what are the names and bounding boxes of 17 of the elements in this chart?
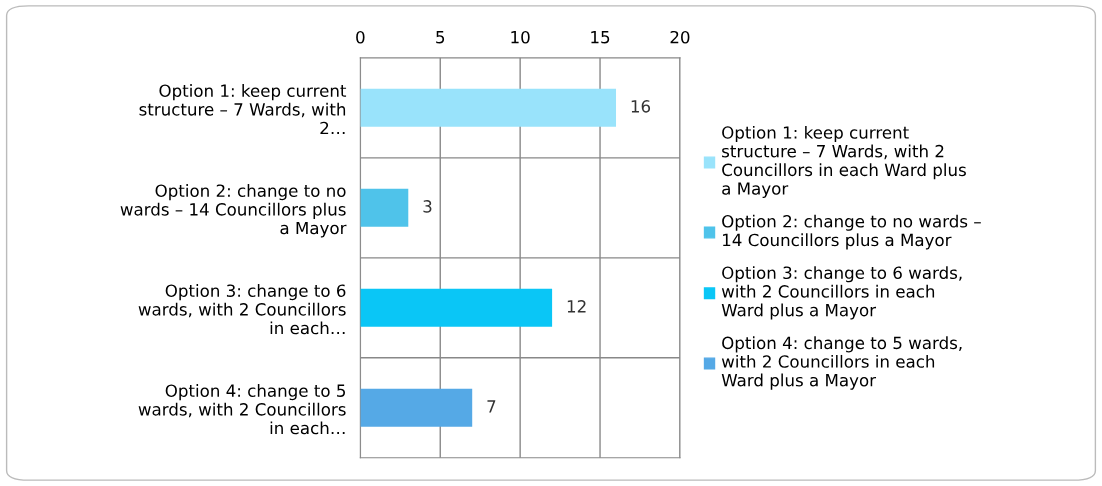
y-tick-label: Option 2: change to no wards – 14 Councillors plus a Mayor [120, 184, 347, 238]
data-label: 16 [631, 100, 651, 113]
data-label: 3 [423, 200, 432, 213]
y-tick-label: Option 4: change to 5 wards, with 2 Councillors in each… [138, 384, 346, 435]
x-tick-label: 5 [436, 31, 445, 44]
data-label: 12 [567, 300, 586, 313]
x-tick-label: 0 [356, 30, 365, 44]
x-tick-label: 10 [511, 30, 530, 44]
data-label: 7 [487, 400, 496, 413]
y-tick-label: Option 1: keep current structure – 7 Wards, with 2… [139, 84, 347, 135]
legend-label: Option 1: keep current structure – 7 Wards, with 2 Councillors in each Ward plus a Mayor [722, 125, 966, 199]
x-tick-label: 20 [670, 30, 690, 44]
y-tick-label: Option 3: change to 6 wards, with 2 Councillors in each… [138, 284, 346, 335]
x-tick-label: 15 [591, 31, 610, 44]
legend-label: Option 4: change to 5 wards, with 2 Councillors in each Ward plus a Mayor [721, 336, 962, 390]
legend-label: Option 3: change to 6 wards, with 2 Councillors in each Ward plus a Mayor [721, 266, 962, 320]
legend-label: Option 2: change to no wards – 14 Councillors plus a Mayor [722, 214, 981, 250]
